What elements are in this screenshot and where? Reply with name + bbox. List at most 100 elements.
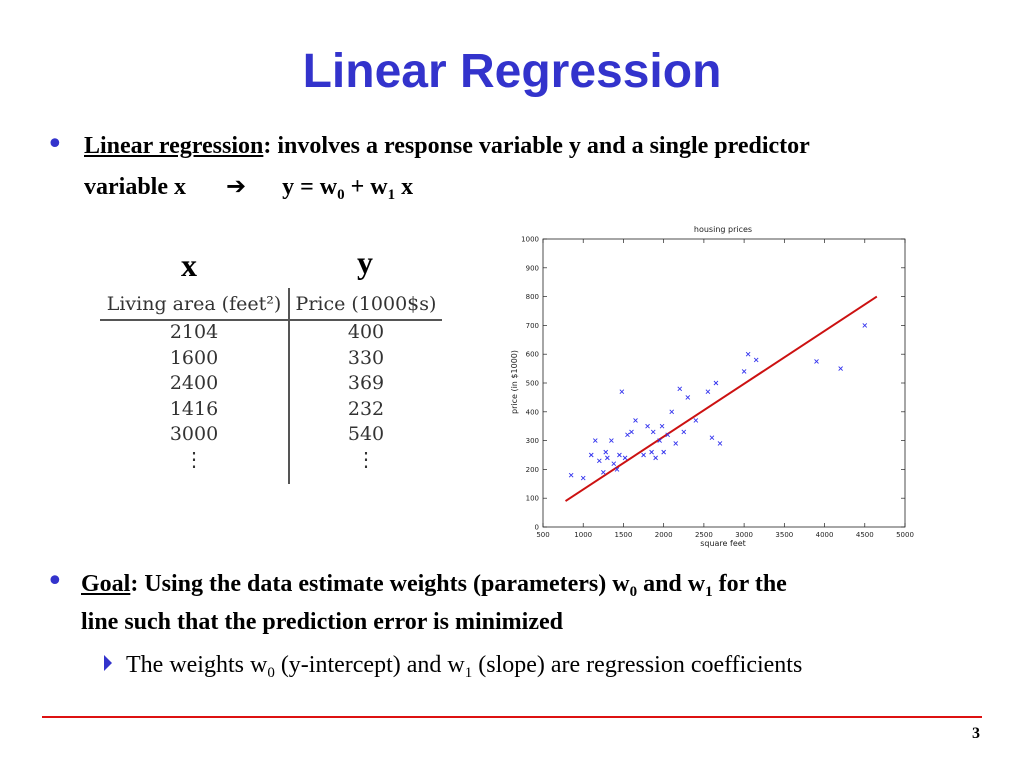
table-header-rule (100, 319, 442, 321)
data-point-marker (605, 455, 610, 461)
data-point-marker (657, 438, 662, 443)
x-column-label: x (181, 247, 197, 283)
data-point-marker (609, 438, 614, 443)
table-cell-area: 2400 (169, 372, 219, 394)
data-point-marker (677, 386, 683, 392)
data-point-marker (588, 452, 594, 458)
table-cell-price: 369 (347, 372, 385, 394)
y-axis-label: price (in $1000) (510, 350, 519, 414)
bullet-dot: • (46, 564, 64, 599)
y-tick-label: 200 (526, 466, 539, 474)
price-column: Price (1000$s) 400 330 369 232 540 ⋮ (290, 288, 442, 488)
housing-prices-scatter-plot: housing prices square feet price (in $10… (510, 225, 914, 548)
regression-equation: y = w0 + w1 x (282, 174, 414, 203)
y-tick-label: 400 (526, 408, 539, 416)
data-point-marker (661, 449, 666, 455)
x-tick-label: 5000 (896, 531, 914, 539)
data-point-marker (709, 435, 715, 441)
y-tick-label: 800 (526, 293, 539, 301)
data-point-marker (633, 418, 638, 423)
table-cell-area: 2104 (169, 321, 219, 343)
x-tick-label: 3000 (735, 531, 753, 539)
table-cell-price: 232 (347, 397, 385, 420)
data-point-marker (838, 366, 843, 371)
table-cell-price: 330 (347, 346, 385, 369)
y-tick-label: 700 (526, 322, 539, 330)
data-point-marker (681, 429, 687, 435)
data-point-marker (603, 449, 609, 455)
data-point-marker (753, 357, 759, 363)
bullet1-line2: variable x ➔ y = w0 + w1 x (84, 168, 984, 213)
x-tick-label: 2000 (655, 531, 673, 539)
table-column-divider (288, 288, 290, 484)
variable-x-label: variable x (84, 174, 186, 200)
y-tick-label: 600 (526, 351, 539, 359)
table-cell-area: 1600 (169, 346, 219, 369)
x-tick-label: 3500 (775, 531, 793, 539)
chart-title: housing prices (694, 225, 752, 234)
table-cell-price: 540 (347, 423, 385, 445)
y-tick-label: 900 (526, 264, 539, 272)
data-point-marker (673, 441, 679, 446)
data-point-marker (669, 409, 675, 415)
data-point-marker (625, 432, 630, 438)
x-tick-label: 1500 (615, 531, 633, 539)
table-cell-area: 3000 (169, 423, 219, 445)
triangle-bullet-icon (104, 655, 112, 671)
y-tick-label: 1000 (521, 236, 539, 244)
footer-divider (42, 716, 982, 718)
data-point-marker (659, 423, 665, 429)
table-ellipsis: ⋮ (184, 446, 204, 471)
data-point-marker (629, 429, 634, 435)
term-linear-regression: Linear regression (84, 133, 264, 159)
table-ellipsis: ⋮ (356, 446, 376, 471)
x-tick-label: 4500 (856, 531, 874, 539)
bullet1-description: : involves a response variable y and a s… (263, 133, 810, 159)
data-point-marker (741, 369, 747, 374)
y-tick-label: 300 (526, 437, 539, 445)
bullet-dot: • (46, 127, 64, 162)
data-point-marker (568, 472, 574, 478)
x-axis-label: square feet (700, 539, 746, 548)
y-column-label: y (357, 244, 373, 280)
data-point-marker (650, 429, 656, 435)
data-point-marker (611, 461, 617, 466)
data-point-marker (645, 423, 650, 429)
living-area-column: Living area (feet²) 2104 1600 2400 1416 … (100, 288, 288, 488)
data-point-marker (649, 449, 654, 455)
x-tick-label: 1000 (574, 531, 592, 539)
sub-bullet-text: The weights w0 (y-intercept) and w1 (slo… (126, 652, 803, 681)
living-area-header: Living area (feet²) (106, 293, 282, 315)
plot-frame (542, 238, 906, 528)
page-number: 3 (972, 725, 980, 742)
table-cell-area: 1416 (169, 397, 219, 420)
data-point-marker (665, 432, 671, 438)
data-point-marker (596, 458, 602, 464)
data-point-marker (614, 467, 620, 472)
data-point-marker (641, 452, 646, 458)
y-tick-label: 0 (535, 524, 539, 532)
table-cell-price: 400 (347, 321, 385, 343)
data-point-marker (814, 359, 819, 364)
data-point-marker (619, 389, 625, 394)
x-tick-label: 4000 (816, 531, 834, 539)
data-point-marker (862, 323, 868, 328)
x-tick-label: 500 (536, 531, 549, 539)
data-point-marker (622, 455, 628, 461)
data-point-marker (713, 380, 719, 386)
bullet2-line1: Goal: Using the data estimate weights (p… (81, 571, 787, 600)
data-point-marker (705, 389, 711, 394)
data-point-marker (617, 452, 622, 458)
data-point-marker (693, 418, 699, 423)
x-tick-label: 2500 (695, 531, 713, 539)
term-goal: Goal (81, 571, 131, 597)
data-point-marker (717, 441, 723, 446)
data-point-marker (592, 438, 598, 443)
data-point-marker (745, 351, 751, 357)
data-point-marker (580, 475, 586, 481)
bullet2-line2: line such that the prediction error is m… (81, 609, 563, 635)
y-tick-label: 100 (526, 495, 539, 503)
price-header: Price (1000$s) (295, 293, 437, 315)
regression-line (564, 295, 878, 502)
data-point-marker (653, 455, 658, 461)
